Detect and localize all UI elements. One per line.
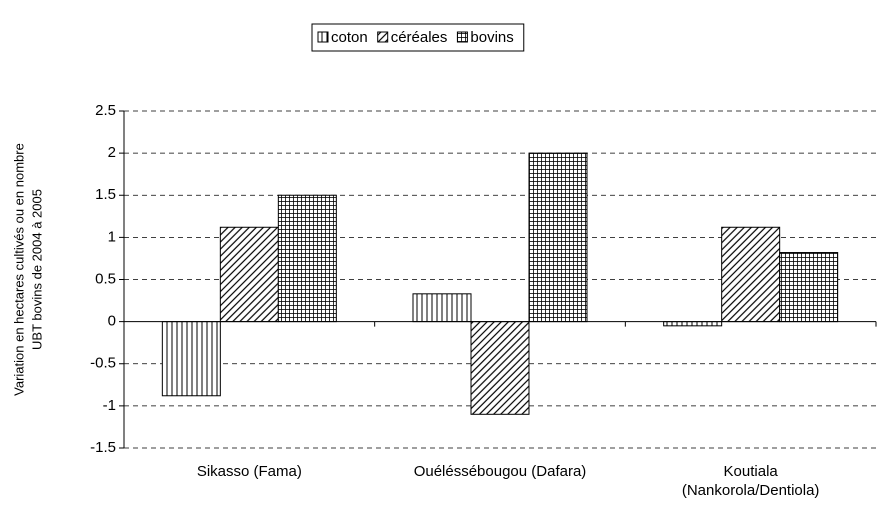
legend-box xyxy=(311,23,525,52)
bar xyxy=(721,226,781,323)
legend-label: céréales xyxy=(391,29,448,46)
bar xyxy=(663,321,723,327)
y-axis-label: Variation en hectares cultivés ou en nom… xyxy=(11,143,26,396)
bar xyxy=(412,293,472,323)
bar xyxy=(277,194,337,323)
legend-swatch xyxy=(377,31,389,43)
bar xyxy=(219,226,279,323)
x-tick-label: Ouéléssébougou (Dafara) xyxy=(413,463,587,480)
y-tick-label: -1 xyxy=(103,397,116,414)
bar xyxy=(470,321,530,415)
y-tick-label: 1 xyxy=(108,228,116,245)
legend-label: bovins xyxy=(470,29,513,46)
y-tick-label: 1.5 xyxy=(95,186,116,203)
y-axis-label: UBT bovins de 2004 à 2005 xyxy=(29,189,44,350)
y-tick-label: 0.5 xyxy=(95,270,116,287)
legend-swatch xyxy=(317,31,329,43)
y-tick-label: 2.5 xyxy=(95,102,116,119)
legend-swatch xyxy=(456,31,468,43)
x-tick-label: Sikasso (Fama) xyxy=(196,463,302,480)
y-tick-label: 0 xyxy=(108,313,116,330)
legend-label: coton xyxy=(331,29,368,46)
bar xyxy=(779,252,839,323)
y-tick-label: -1.5 xyxy=(90,439,116,456)
bar xyxy=(528,152,588,323)
y-tick-label: 2 xyxy=(108,144,116,161)
x-tick-label: Koutiala (Nankorola/Dentiola) xyxy=(681,463,820,499)
bar xyxy=(161,321,221,397)
y-tick-label: -0.5 xyxy=(90,355,116,372)
